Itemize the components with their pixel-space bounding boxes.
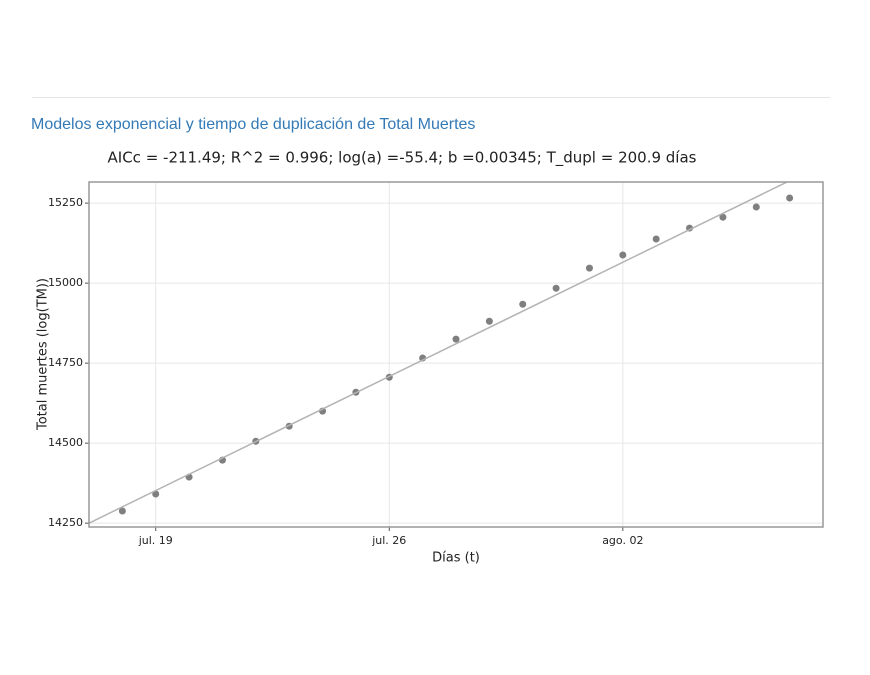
y-axis-label: Total muertes (log(TM)) <box>36 278 51 431</box>
y-tick-label: 15250 <box>48 196 83 209</box>
x-tick-label: ago. 02 <box>602 534 643 547</box>
y-tick-label: 14250 <box>48 516 83 529</box>
data-point <box>552 284 560 292</box>
data-point <box>485 317 493 325</box>
fit-line <box>89 182 789 524</box>
y-tick-label: 14750 <box>48 356 83 369</box>
data-point <box>719 213 727 221</box>
y-tick-label: 14500 <box>48 436 83 449</box>
data-point <box>786 194 794 202</box>
section-heading: Modelos exponencial y tiempo de duplicac… <box>31 116 476 133</box>
x-tick-label: jul. 19 <box>138 534 173 547</box>
data-point <box>519 300 527 308</box>
y-tick-label: 15000 <box>48 276 83 289</box>
plot-area <box>89 182 794 524</box>
x-axis-label: Días (t) <box>432 551 480 566</box>
data-point <box>452 335 460 343</box>
data-point <box>585 264 593 272</box>
x-tick-label: jul. 26 <box>371 534 406 547</box>
data-point <box>619 251 627 259</box>
divider <box>32 97 830 98</box>
data-point <box>752 203 760 211</box>
data-point <box>118 507 126 515</box>
data-point <box>652 235 660 243</box>
data-point <box>152 490 160 498</box>
plot-frame <box>88 181 824 528</box>
chart-title: AICc = -211.49; R^2 = 0.996; log(a) =-55… <box>108 149 697 168</box>
